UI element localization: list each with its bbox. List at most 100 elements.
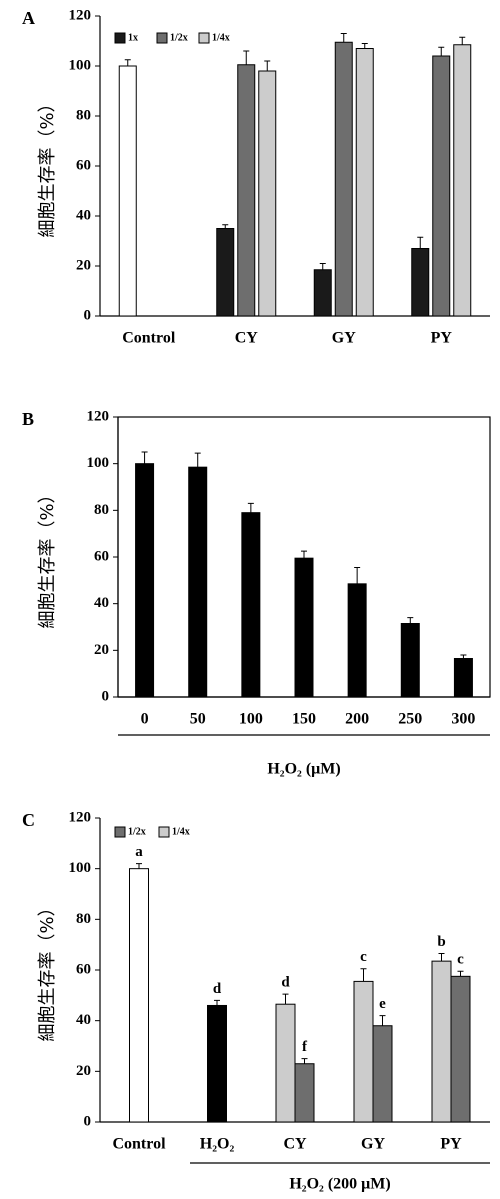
error-bar	[141, 451, 148, 464]
bar	[216, 228, 235, 317]
legend-swatch	[114, 826, 126, 838]
y-tick-label: 0	[84, 307, 92, 323]
y-axis-label: 細胞生存率（%）	[37, 94, 58, 237]
bar	[453, 658, 473, 698]
bar	[353, 980, 374, 1123]
significance-letter: a	[135, 844, 143, 860]
y-tick-label: 120	[87, 408, 110, 424]
legend-swatch	[156, 32, 168, 44]
error-bar	[438, 46, 445, 56]
panel-label: A	[22, 8, 35, 28]
bar	[450, 975, 471, 1123]
y-tick-label: 100	[87, 455, 110, 471]
error-bar	[354, 567, 361, 584]
y-tick-label: 60	[76, 961, 91, 977]
bar	[207, 1004, 227, 1123]
y-tick-label: 20	[94, 642, 109, 658]
y-tick-label: 0	[84, 1113, 92, 1129]
error-bar	[361, 43, 368, 49]
y-tick-label: 20	[76, 257, 91, 273]
legend-label: 1/4x	[172, 826, 190, 837]
x-tick-label: GY	[332, 330, 356, 347]
legend-label: 1x	[128, 32, 138, 43]
legend-label: 1/4x	[212, 32, 230, 43]
bar	[432, 55, 451, 317]
x-tick-label: CY	[283, 1136, 307, 1153]
bar	[411, 248, 430, 317]
bar	[347, 583, 367, 698]
error-bar	[301, 1058, 308, 1064]
bar	[372, 1025, 393, 1123]
bar	[400, 623, 420, 698]
error-bar	[282, 993, 289, 1005]
x-axis-label: H₂O₂ (μM)	[267, 761, 340, 778]
panel-label: C	[22, 810, 35, 830]
x-axis-label: H₂O₂ (200 μM)	[289, 1176, 390, 1193]
x-tick-label: 300	[451, 711, 475, 728]
legend-label: 1/2x	[170, 32, 188, 43]
x-tick-label: PY	[440, 1136, 462, 1153]
error-bar	[457, 970, 464, 977]
bar	[188, 466, 208, 698]
error-bar	[459, 36, 466, 45]
significance-letter: c	[360, 949, 367, 965]
error-bar	[301, 550, 307, 559]
x-tick-label: 0	[141, 711, 149, 728]
x-tick-label: H₂O₂	[200, 1136, 235, 1153]
error-bar	[360, 968, 367, 982]
legend-label: 1/2x	[128, 826, 146, 837]
error-bar	[438, 953, 445, 962]
significance-letter: c	[457, 952, 464, 968]
error-bar	[243, 50, 250, 65]
error-bar	[214, 999, 220, 1006]
y-tick-label: 60	[94, 548, 109, 564]
bar	[313, 269, 332, 317]
error-bar	[136, 863, 142, 869]
x-tick-label: 100	[239, 711, 263, 728]
y-axis-label: 細胞生存率（%）	[37, 898, 58, 1041]
x-tick-label: 200	[345, 711, 369, 728]
legend-swatch	[198, 32, 210, 44]
bar	[294, 1063, 315, 1123]
x-tick-label: PY	[431, 330, 453, 347]
x-tick-label: 150	[292, 711, 316, 728]
significance-letter: f	[302, 1039, 308, 1055]
bar	[129, 868, 149, 1123]
bar	[334, 41, 353, 317]
error-bar	[247, 502, 254, 513]
y-tick-label: 120	[69, 809, 92, 825]
x-tick-label: Control	[112, 1136, 166, 1153]
error-bar	[222, 224, 229, 229]
y-tick-label: 0	[102, 688, 110, 704]
y-tick-label: 80	[76, 107, 91, 123]
x-tick-label: CY	[235, 330, 259, 347]
error-bar	[319, 263, 326, 270]
legend-swatch	[114, 32, 126, 44]
error-bar	[194, 452, 201, 468]
bar	[275, 1003, 296, 1123]
error-bar	[460, 654, 467, 659]
y-tick-label: 100	[69, 860, 92, 876]
x-tick-label: 250	[398, 711, 422, 728]
bar	[294, 557, 314, 698]
error-bar	[417, 236, 424, 249]
y-tick-label: 80	[76, 911, 91, 927]
y-tick-label: 40	[76, 1012, 91, 1028]
error-bar	[340, 33, 347, 43]
bar	[135, 463, 155, 698]
bar	[355, 48, 374, 317]
x-tick-label: Control	[122, 330, 176, 347]
bar	[118, 65, 137, 317]
error-bar	[264, 60, 271, 71]
legend-swatch	[158, 826, 170, 838]
bar	[453, 44, 472, 317]
y-tick-label: 120	[69, 7, 92, 23]
significance-letter: b	[437, 934, 445, 950]
y-tick-label: 100	[69, 57, 92, 73]
bar	[431, 960, 452, 1123]
bar	[241, 512, 261, 698]
y-tick-label: 80	[94, 502, 109, 518]
significance-letter: d	[213, 981, 222, 997]
error-bar	[379, 1015, 386, 1026]
